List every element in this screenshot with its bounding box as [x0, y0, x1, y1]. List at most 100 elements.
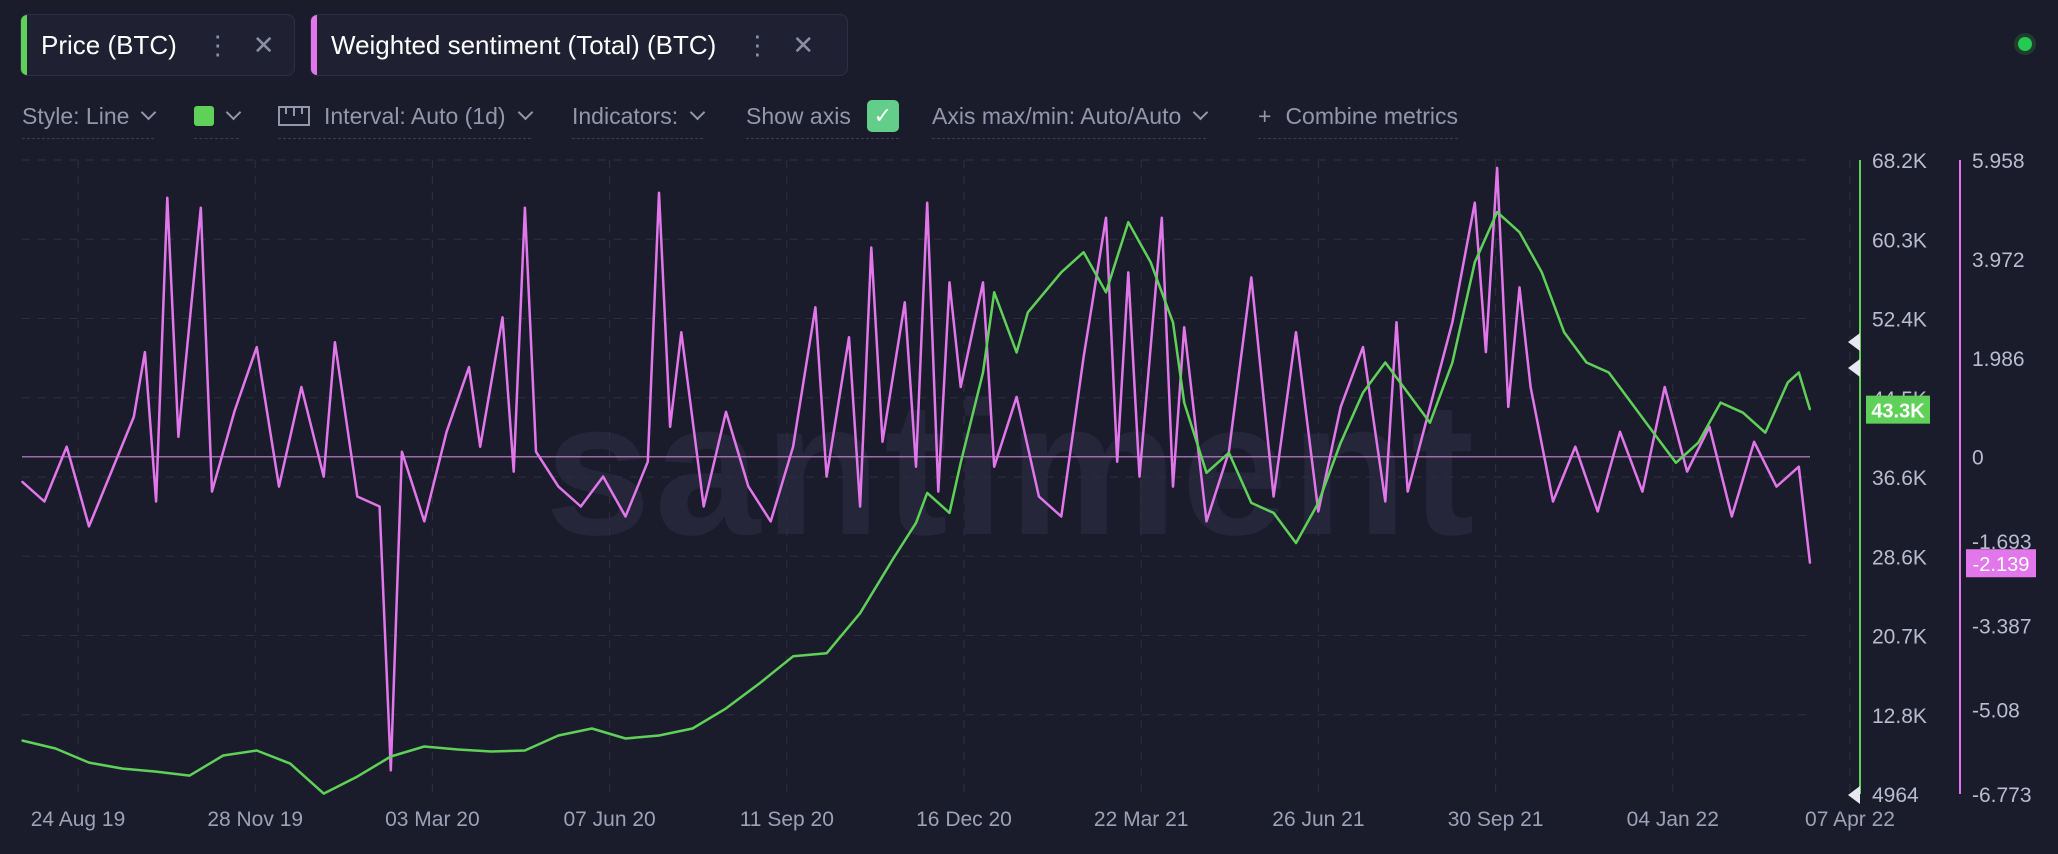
- sentiment-line-point: [1082, 356, 1085, 358]
- price-line-point: [222, 754, 224, 757]
- metric-color-bar: [311, 15, 317, 75]
- sentiment-tick-label: -1.693: [1972, 531, 2032, 554]
- show-axis-toggle[interactable]: Show axis ✓: [746, 98, 899, 139]
- price-line-point: [1026, 311, 1029, 314]
- metric-chip-price[interactable]: Price (BTC) ⋮ ✕: [20, 14, 295, 76]
- sentiment-line-point: [1429, 406, 1431, 408]
- sentiment-line-point: [43, 500, 46, 503]
- sentiment-line-point: [825, 475, 828, 478]
- x-tick-label: 16 Dec 20: [916, 808, 1012, 831]
- kebab-icon[interactable]: ⋮: [744, 29, 770, 60]
- sentiment-line-point: [725, 411, 727, 413]
- price-line-point: [1250, 502, 1253, 504]
- price-tick-label: 12.8K: [1872, 705, 1927, 728]
- sentiment-line-point: [624, 515, 627, 518]
- sentiment-line-point: [680, 331, 683, 334]
- sentiment-line-point: [356, 495, 359, 498]
- show-axis-checkbox[interactable]: ✓: [866, 100, 899, 132]
- price-line-point: [1183, 401, 1185, 404]
- price-line-point: [1764, 431, 1767, 434]
- price-line-point: [88, 761, 90, 764]
- sentiment-line-point: [144, 351, 146, 353]
- interval-label: Interval: Auto (1d): [324, 102, 506, 129]
- sentiment-line-point: [334, 341, 336, 343]
- sentiment-line-point: [166, 196, 169, 199]
- price-line-point: [188, 774, 191, 777]
- price-line-point: [289, 762, 292, 765]
- price-line-point: [1630, 401, 1632, 404]
- price-tick-label: 52.4K: [1872, 309, 1927, 332]
- sentiment-line-point: [1552, 500, 1554, 503]
- price-line-point: [1015, 351, 1018, 354]
- price-line-point: [121, 767, 124, 770]
- price-line-point: [356, 775, 359, 778]
- sentiment-line-point: [211, 490, 213, 493]
- sentiment-line-point: [1116, 460, 1118, 463]
- sentiment-current-value: -2.139: [1973, 554, 2030, 576]
- sentiment-line-point: [389, 769, 392, 772]
- sentiment-line-point: [501, 316, 504, 319]
- kebab-icon[interactable]: ⋮: [204, 29, 231, 60]
- sentiment-line-point: [959, 386, 962, 388]
- price-line-point: [1272, 512, 1275, 514]
- price-line-point: [322, 792, 325, 795]
- sentiment-line-point: [948, 281, 951, 284]
- price-line-point: [915, 522, 917, 524]
- sentiment-line-point: [155, 500, 157, 503]
- sentiment-line-point: [378, 505, 381, 508]
- sentiment-line-point: [557, 485, 560, 488]
- sentiment-line-point: [233, 411, 236, 413]
- price-line-point: [948, 512, 951, 514]
- sentiment-line-point: [1138, 475, 1141, 478]
- combine-metrics-label: Combine metrics: [1285, 102, 1458, 129]
- price-line-point: [1496, 211, 1498, 213]
- price-line-point: [490, 750, 493, 753]
- sentiment-line-point: [993, 465, 996, 468]
- sentiment-line-point: [1596, 510, 1599, 513]
- sentiment-line-point: [1473, 201, 1476, 204]
- sentiment-line-point: [848, 336, 850, 338]
- sentiment-line-point: [1775, 485, 1778, 488]
- sentiment-line-point: [1518, 286, 1521, 289]
- price-tick-label: 20.7K: [1872, 626, 1927, 649]
- sentiment-line-point: [1105, 216, 1107, 219]
- sentiment-line-point: [1708, 426, 1711, 428]
- price-line-point: [658, 734, 660, 737]
- sentiment-line: [21, 166, 1812, 772]
- close-icon[interactable]: ✕: [792, 29, 815, 60]
- price-tick-label: 68.2K: [1872, 150, 1927, 173]
- indicators-select[interactable]: Indicators:: [572, 98, 706, 139]
- price-line-point: [1652, 431, 1655, 434]
- style-select[interactable]: Style: Line: [22, 98, 157, 139]
- price-line-point: [1384, 361, 1387, 364]
- sentiment-line-point: [1641, 490, 1644, 493]
- sentiment-line-point: [1529, 386, 1532, 388]
- price-line-point: [1082, 251, 1085, 254]
- interval-select[interactable]: Interval: Auto (1d): [278, 98, 533, 139]
- sentiment-line-point: [915, 465, 917, 468]
- price-line-point: [1473, 261, 1476, 264]
- sentiment-line-point: [132, 416, 135, 418]
- price-line-point: [1719, 401, 1722, 404]
- metric-chip-sentiment[interactable]: Weighted sentiment (Total) (BTC) ⋮ ✕: [310, 14, 848, 76]
- sentiment-tick-label: -3.387: [1972, 615, 2032, 638]
- axis-maxmin-select[interactable]: Axis max/min: Auto/Auto: [932, 98, 1209, 139]
- sentiment-current-badge: [1966, 549, 2036, 578]
- price-line-point: [725, 707, 727, 710]
- sentiment-tick-label: 0: [1972, 447, 1984, 470]
- sentiment-line-point: [1574, 445, 1577, 448]
- price-line-point: [1809, 408, 1811, 411]
- sentiment-tick-label: 1.986: [1972, 348, 2025, 371]
- combine-metrics-button[interactable]: + Combine metrics: [1258, 98, 1458, 139]
- price-line-point: [1127, 221, 1130, 223]
- price-line-point: [1585, 361, 1588, 364]
- close-icon[interactable]: ✕: [252, 29, 275, 60]
- sentiment-line-point: [1172, 485, 1174, 488]
- chart-axes: 24 Aug 19 28 Nov 19 03 Mar 20 07 Jun 20 11 S…: [31, 150, 2036, 831]
- indicators-label: Indicators:: [572, 102, 679, 129]
- price-line-point: [792, 655, 794, 658]
- color-select[interactable]: [194, 98, 242, 139]
- sentiment-line-point: [647, 460, 649, 463]
- status-dot: [2018, 37, 2032, 51]
